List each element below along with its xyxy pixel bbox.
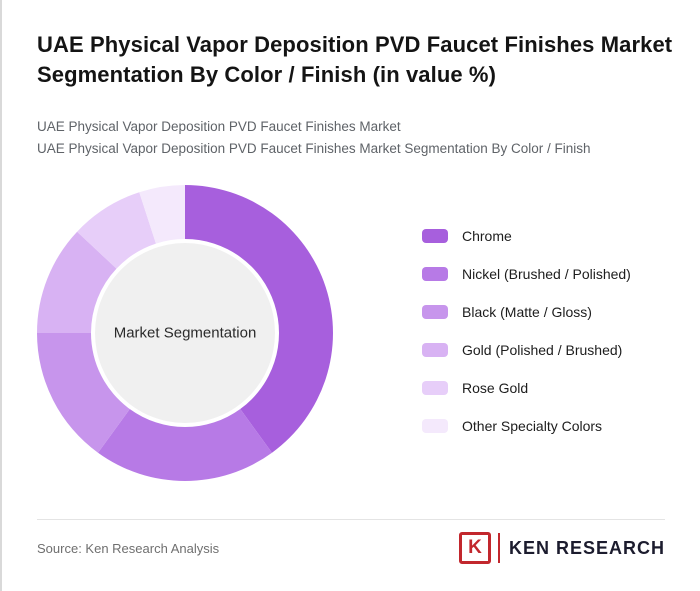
- subtitle-block: UAE Physical Vapor Deposition PVD Faucet…: [37, 116, 687, 161]
- legend-item-black: Black (Matte / Gloss): [422, 304, 631, 320]
- pie-slice-4: [77, 192, 156, 269]
- legend-swatch-nickel: [422, 267, 448, 281]
- ken-research-logo: K KEN RESEARCH: [458, 532, 665, 564]
- logo-divider-bar: [497, 533, 500, 563]
- legend-label: Rose Gold: [462, 380, 529, 396]
- donut-chart-svg: [37, 185, 333, 481]
- legend-label: Nickel (Brushed / Polished): [462, 266, 631, 282]
- legend-label: Black (Matte / Gloss): [462, 304, 592, 320]
- legend-item-chrome: Chrome: [422, 228, 631, 244]
- legend-swatch-other: [422, 419, 448, 433]
- pie-slice-3: [37, 231, 117, 333]
- legend-label: Gold (Polished / Brushed): [462, 342, 623, 358]
- pie-slice-2: [37, 333, 130, 453]
- donut-center-circle: [95, 243, 275, 423]
- subtitle-line-2: UAE Physical Vapor Deposition PVD Faucet…: [37, 141, 591, 157]
- footer: Source: Ken Research Analysis K KEN RESE…: [37, 528, 665, 568]
- source-text: Source: Ken Research Analysis: [37, 540, 220, 556]
- pie-slice-5: [139, 185, 185, 244]
- legend-item-rose-gold: Rose Gold: [422, 380, 631, 396]
- chart-center-label: Market Segmentation: [113, 324, 257, 342]
- logo-wordmark: KEN RESEARCH: [508, 537, 665, 558]
- legend-label: Other Specialty Colors: [462, 418, 603, 434]
- legend-label: Chrome: [462, 228, 512, 244]
- footer-divider: [37, 519, 665, 520]
- page-title: UAE Physical Vapor Deposition PVD Faucet…: [37, 32, 673, 88]
- chart-legend: Chrome Nickel (Brushed / Polished) Black…: [422, 228, 631, 457]
- legend-swatch-chrome: [422, 229, 448, 243]
- pie-slice-1: [98, 409, 272, 481]
- donut-chart: Market Segmentation: [35, 183, 335, 483]
- legend-swatch-rose-gold: [422, 381, 448, 395]
- legend-item-other: Other Specialty Colors: [422, 418, 631, 434]
- logo-k-icon: K: [458, 532, 491, 564]
- legend-swatch-gold: [422, 343, 448, 357]
- legend-item-gold: Gold (Polished / Brushed): [422, 342, 631, 358]
- subtitle-line-1: UAE Physical Vapor Deposition PVD Faucet…: [37, 119, 401, 134]
- pie-slice-0: [185, 185, 333, 453]
- legend-swatch-black: [422, 305, 448, 319]
- legend-item-nickel: Nickel (Brushed / Polished): [422, 266, 631, 282]
